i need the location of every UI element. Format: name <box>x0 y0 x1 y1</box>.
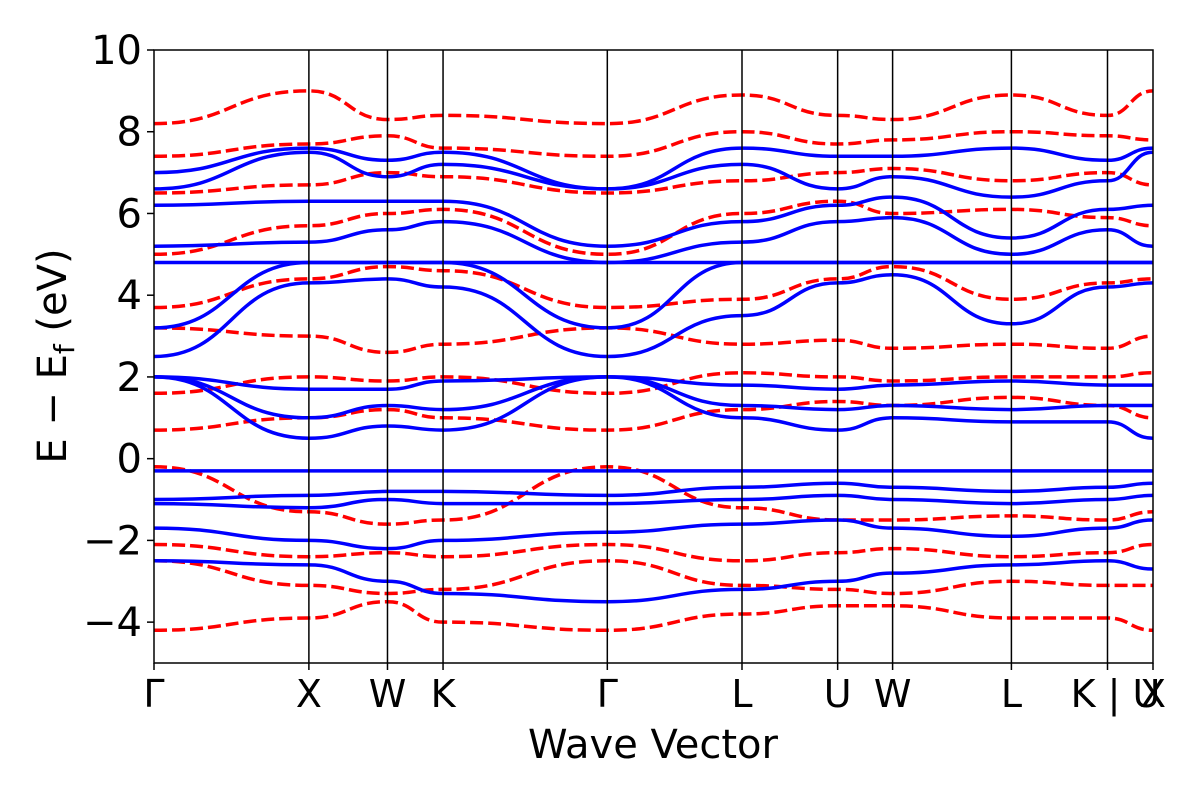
plot-frame <box>153 49 1154 664</box>
dashed-band-4 <box>154 395 1153 432</box>
dashed-band-5 <box>154 371 1153 396</box>
dashed-band-10 <box>154 129 1153 159</box>
y-tick-label: −4 <box>83 600 142 646</box>
dashed-band-6 <box>154 326 1153 355</box>
y-tick-label: 8 <box>117 110 142 156</box>
solid-band-5 <box>154 375 1153 440</box>
solid-band-13 <box>154 150 1153 199</box>
y-axis-ticks: −4 −2 0 2 4 6 8 10 <box>83 28 154 646</box>
y-axis-label: E − Ef (eV) <box>30 248 81 463</box>
y-tick-label: −2 <box>83 518 142 564</box>
solid-band-0 <box>154 559 1153 604</box>
x-tick-label: Γ <box>143 672 164 716</box>
x-tick-label: X <box>1140 672 1166 716</box>
x-tick-label: W <box>369 672 407 716</box>
solid-band-7 <box>154 375 1153 391</box>
x-tick-label: L <box>1001 672 1022 716</box>
dashed-band-8 <box>154 199 1153 257</box>
high-symmetry-lines <box>308 50 1109 663</box>
y-tick-label: 4 <box>117 273 142 319</box>
dashed-band-9 <box>154 166 1153 195</box>
y-tick-label: 6 <box>117 191 142 237</box>
x-tick-label: L <box>731 672 752 716</box>
dashed-band-7 <box>154 264 1153 310</box>
solid-band-6 <box>154 375 1153 420</box>
y-tick-label: 0 <box>117 437 142 483</box>
x-axis-label: Wave Vector <box>528 722 779 768</box>
dashed-band-0 <box>154 599 1153 633</box>
y-tick-label: 10 <box>91 28 142 74</box>
solid-band-2 <box>154 493 1153 510</box>
x-tick-label: X <box>296 672 322 716</box>
solid-band-14 <box>154 146 1153 191</box>
x-tick-label: Γ <box>597 672 618 716</box>
x-tick-label: K <box>431 672 457 716</box>
y-tick-label: 2 <box>117 355 142 401</box>
solid-band-11 <box>154 215 1153 265</box>
bands-layer <box>154 89 1153 633</box>
solid-band-12 <box>154 195 1153 248</box>
solid-band-9 <box>154 260 1153 330</box>
dashed-band-1 <box>154 559 1153 596</box>
x-tick-label: K | U <box>1071 672 1161 717</box>
x-tick-label: U <box>824 672 852 716</box>
solid-band-8 <box>154 273 1153 359</box>
solid-band-3 <box>154 481 1153 502</box>
dashed-band-2 <box>154 542 1153 563</box>
dashed-band-11 <box>154 89 1153 126</box>
solid-band-1 <box>154 518 1153 551</box>
x-tick-label: W <box>874 672 912 716</box>
